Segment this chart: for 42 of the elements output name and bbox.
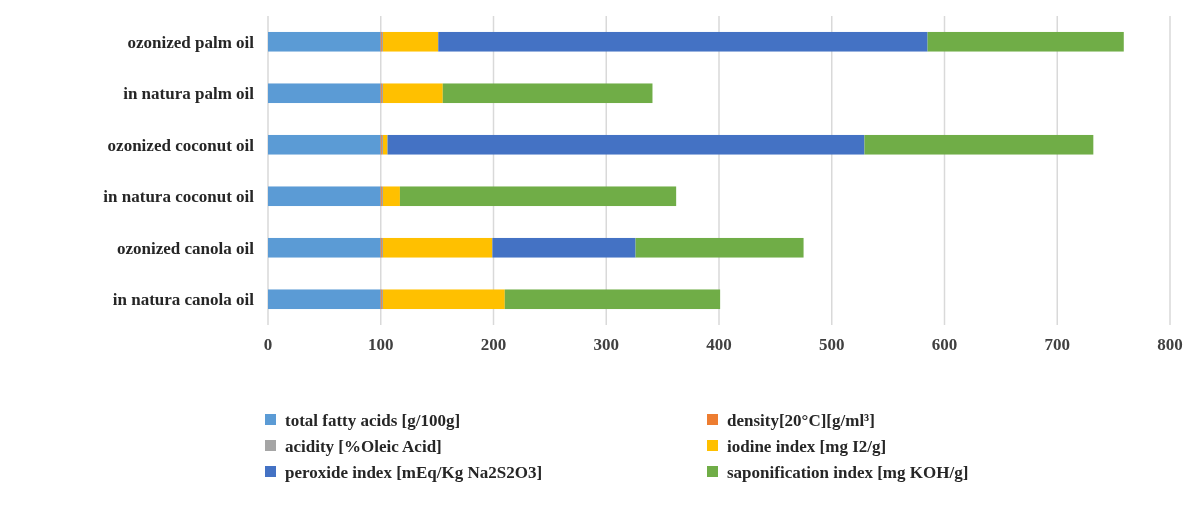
bar <box>383 186 400 207</box>
bar <box>268 31 381 52</box>
bar <box>383 31 439 52</box>
legend-label: density[20°C][g/ml³] <box>727 410 875 430</box>
bar <box>438 31 928 52</box>
x-tick-label: 200 <box>480 335 507 354</box>
x-tick-label: 100 <box>368 335 394 354</box>
x-tick-label: 300 <box>593 335 619 354</box>
x-tick-label: 600 <box>931 335 958 354</box>
y-tick-label: ozonized canola oil <box>117 238 255 258</box>
bar <box>268 83 381 104</box>
bar <box>383 134 388 155</box>
y-tick-label: in natura canola oil <box>112 290 255 310</box>
y-tick-label: ozonized palm oil <box>127 32 255 52</box>
x-tick-label: 500 <box>819 335 845 354</box>
bar <box>383 83 443 104</box>
x-tick-label: 800 <box>1157 335 1183 354</box>
y-tick-label: in natura coconut oil <box>103 187 255 207</box>
y-tick-label: ozonized coconut oil <box>107 135 255 155</box>
bar <box>635 237 804 258</box>
y-tick-label: in natura palm oil <box>123 84 255 104</box>
x-tick-label: 700 <box>1044 335 1070 354</box>
legend-label: acidity [%Oleic Acid] <box>285 436 442 456</box>
legend-label: saponification index [mg KOH/g] <box>727 462 969 482</box>
bar <box>383 289 505 310</box>
legend-label: peroxide index [mEq/Kg Na2S2O3] <box>285 462 543 482</box>
bar <box>504 289 721 310</box>
bar <box>268 237 381 258</box>
bar <box>268 186 381 207</box>
x-tick-label: 400 <box>706 335 732 354</box>
bar <box>383 237 493 258</box>
bar <box>268 134 381 155</box>
bar <box>442 83 653 104</box>
legend-label: total fatty acids [g/100g] <box>285 410 461 430</box>
x-tick-label: 0 <box>263 335 273 354</box>
bar <box>864 134 1094 155</box>
bar <box>387 134 865 155</box>
legend-label: iodine index [mg I2/g] <box>727 436 887 456</box>
bar <box>399 186 677 207</box>
bar <box>927 31 1124 52</box>
bar <box>268 289 381 310</box>
bar <box>492 237 636 258</box>
